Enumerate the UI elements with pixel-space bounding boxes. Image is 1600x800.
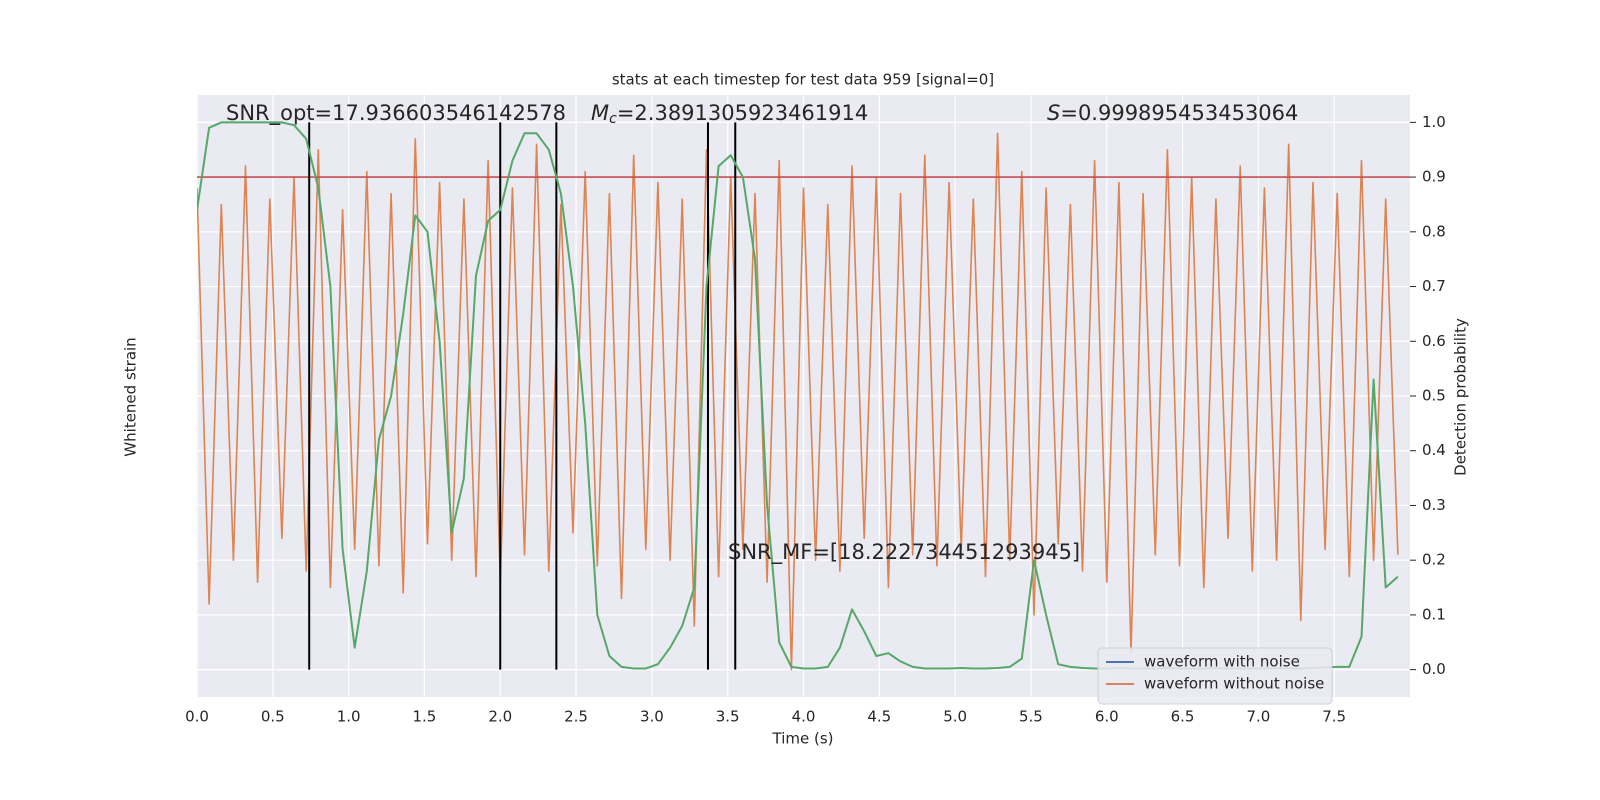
- y-axis-label: Whitened strain: [122, 337, 140, 456]
- y2-tick-label: 0.3: [1422, 496, 1446, 514]
- axes: 0.0 0.5 1.0 1.5 2.0 2.5 3.0 3.5 4.0 4.5 5.0 5.5 6.0 6…: [185, 113, 1446, 726]
- legend-label: waveform with noise: [1144, 653, 1300, 671]
- x-tick-label: 6.0: [1095, 708, 1119, 726]
- chart-title: stats at each timestep for test data 959…: [612, 71, 994, 89]
- annotation: Mc=2.3891305923461914: [591, 101, 868, 127]
- annotation: S=0.999895453453064: [1047, 101, 1298, 125]
- x-tick-label: 1.5: [413, 708, 437, 726]
- y2-tick-label: 0.9: [1422, 168, 1446, 186]
- x-tick-label: 0.5: [261, 708, 285, 726]
- annotation: SNR_MF=[18.222734451293945]: [728, 540, 1080, 565]
- x-axis-label: Time (s): [772, 730, 834, 748]
- y2-tick-label: 0.0: [1422, 660, 1446, 678]
- annotation-text: =0.999895453453064: [1060, 101, 1298, 125]
- x-tick-label: 7.0: [1246, 708, 1270, 726]
- x-tick-label: 5.0: [943, 708, 967, 726]
- annotation-symbol: S: [1047, 101, 1060, 125]
- x-tick-label: 0.0: [185, 708, 209, 726]
- annotation-text: =2.3891305923461914: [617, 101, 868, 125]
- series-line: [197, 132, 1399, 671]
- legend-label: waveform without noise: [1144, 675, 1324, 693]
- y2-tick-label: 0.2: [1422, 551, 1446, 569]
- x-tick-label: 4.0: [792, 708, 816, 726]
- y2-tick-label: 0.6: [1422, 332, 1446, 350]
- x-tick-label: 3.0: [640, 708, 664, 726]
- y2-tick-label: 0.7: [1422, 277, 1446, 295]
- x-tick-label: 2.0: [488, 708, 512, 726]
- x-tick-label: 4.5: [867, 708, 891, 726]
- y2-tick-label: 0.5: [1422, 387, 1446, 405]
- y2-tick-label: 0.4: [1422, 441, 1446, 459]
- x-tick-label: 5.5: [1019, 708, 1043, 726]
- y2-tick-label: 1.0: [1422, 113, 1446, 131]
- x-tick-label: 1.0: [337, 708, 361, 726]
- x-tick-label: 2.5: [564, 708, 588, 726]
- y2-tick-label: 0.1: [1422, 605, 1446, 623]
- x-tick-label: 3.5: [716, 708, 740, 726]
- y2-axis-label: Detection probability: [1452, 318, 1470, 476]
- x-tick-label: 7.5: [1322, 708, 1346, 726]
- annotation-subscript: c: [609, 111, 617, 127]
- y2-tick-label: 0.8: [1422, 222, 1446, 240]
- annotation-symbol: M: [591, 101, 609, 125]
- annotation: SNR_opt=17.936603546142578: [226, 101, 566, 126]
- x-tick-label: 6.5: [1171, 708, 1195, 726]
- legend: waveform with noise waveform without nois…: [1097, 647, 1333, 705]
- legend-box: [1097, 647, 1333, 705]
